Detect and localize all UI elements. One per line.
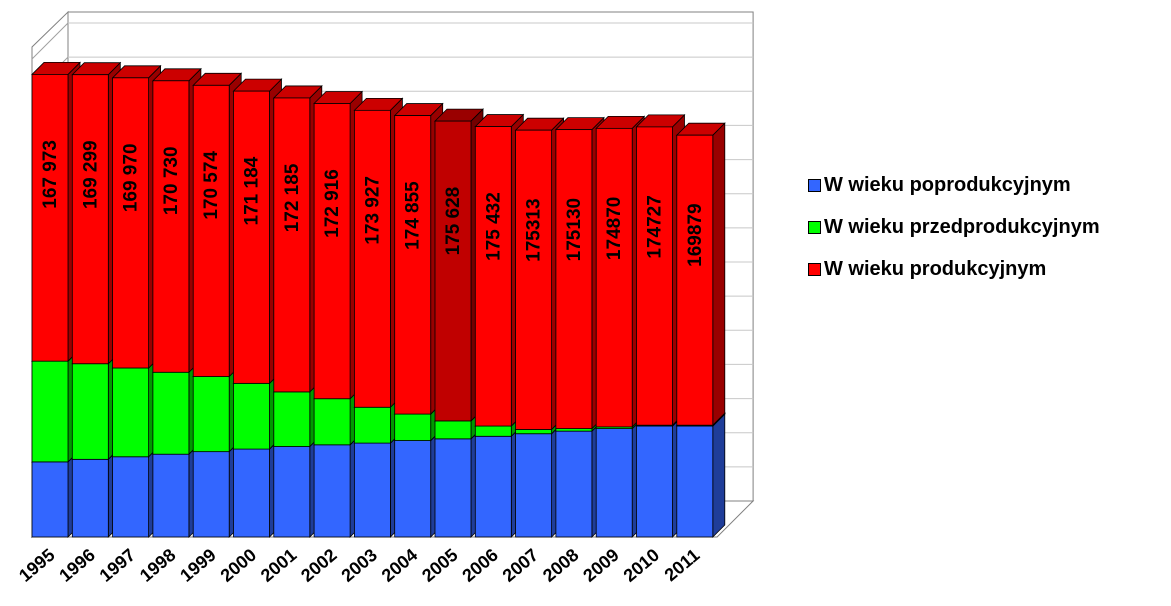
legend-swatch-red	[808, 262, 821, 276]
data-label-2000: 171 184	[242, 156, 263, 225]
x-tick-2003: 2003	[337, 545, 381, 586]
data-label-2010: 174727	[645, 195, 666, 258]
x-tick-1997: 1997	[96, 545, 140, 586]
data-label-2006: 175 432	[483, 192, 504, 261]
data-label-2002: 172 916	[322, 169, 343, 238]
data-label-2001: 172 185	[282, 163, 303, 232]
bar-poprodukcyjnym-2011	[675, 413, 726, 538]
x-tick-2002: 2002	[297, 545, 341, 586]
bar-przedprodukcyjnym-1999	[192, 363, 243, 453]
x-tick-2006: 2006	[458, 545, 502, 586]
x-tick-2011: 2011	[661, 545, 704, 585]
data-label-2011: 169879	[685, 203, 706, 266]
x-tick-2004: 2004	[378, 545, 422, 586]
legend-label: W wieku przedprodukcyjnym	[824, 215, 1100, 238]
x-tick-1996: 1996	[55, 545, 99, 586]
chart-x-tick-labels: 1995199619971998199920002001200220032004…	[15, 545, 703, 586]
x-tick-2009: 2009	[579, 545, 623, 586]
x-tick-1998: 1998	[136, 545, 180, 586]
x-tick-2005: 2005	[418, 545, 462, 586]
legend-label: W wieku produkcyjnym	[824, 257, 1047, 280]
bar-produkcyjnym-1998	[151, 67, 202, 374]
x-tick-2007: 2007	[499, 545, 543, 586]
x-tick-1999: 1999	[176, 545, 220, 586]
data-label-2009: 174870	[604, 197, 625, 260]
legend-item-produkcyjnym: W wieku produkcyjnym	[808, 258, 1100, 280]
bar-produkcyjnym-2011	[675, 122, 726, 427]
chart: 167 973 169 299 169 970 170 730 170 574 171 1…	[15, 10, 755, 586]
legend-label: W wieku poprodukcyjnym	[824, 173, 1071, 196]
data-label-1998: 170 730	[161, 146, 182, 215]
x-tick-2001: 2001	[257, 545, 301, 586]
legend-item-poprodukcyjnym: W wieku poprodukcyjnym	[808, 174, 1100, 196]
data-label-1996: 169 299	[80, 140, 101, 209]
legend-swatch-green	[808, 220, 821, 234]
chart-data-labels: 167 973 169 299 169 970 170 730 170 574 171 1…	[40, 140, 706, 267]
data-label-2007: 175313	[524, 198, 545, 261]
legend-item-przedprodukcyjnym: W wieku przedprodukcyjnym	[808, 216, 1100, 238]
legend-swatch-blue	[808, 178, 821, 192]
data-label-2005: 175 628	[443, 187, 464, 256]
data-label-1997: 169 970	[121, 143, 142, 212]
chart-bars	[31, 61, 726, 538]
legend: W wieku poprodukcyjnym W wieku przedprod…	[808, 174, 1100, 300]
data-label-2008: 175130	[564, 198, 585, 261]
x-tick-1995: 1995	[15, 545, 59, 586]
x-tick-2010: 2010	[620, 545, 664, 586]
data-label-2003: 173 927	[362, 176, 383, 245]
x-tick-2000: 2000	[217, 545, 261, 586]
x-tick-2008: 2008	[539, 545, 583, 586]
bar-produkcyjnym-1995	[31, 61, 81, 363]
data-label-1995: 167 973	[40, 140, 61, 209]
gridline-left	[31, 22, 69, 60]
data-label-2004: 174 855	[403, 181, 424, 250]
data-label-1999: 170 574	[201, 151, 222, 220]
